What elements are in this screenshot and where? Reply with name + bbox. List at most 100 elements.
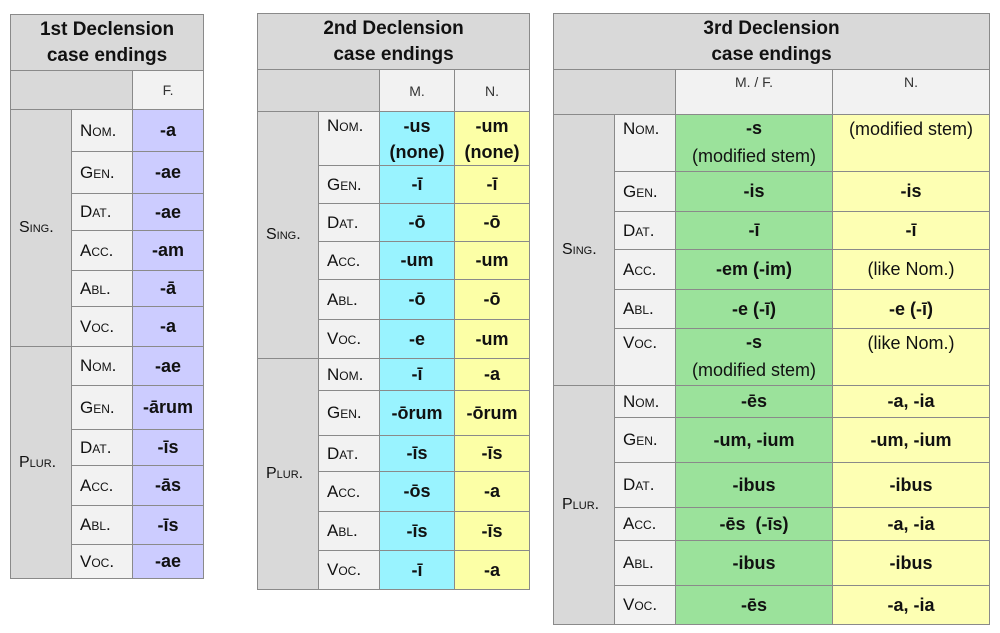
ending-cell: -ō [453,279,531,320]
case-label: Abl. [71,270,133,307]
case-label: Abl. [614,540,676,586]
case-label: Acc. [71,230,133,271]
case-label: Voc. [614,328,676,386]
second-declension-table: 2nd Declension case endings M. N. Sing. N… [256,13,531,590]
group-plural: Plur. [553,385,615,625]
ending-cell: -ō [379,203,455,242]
table-title: 1st Declension case endings [9,14,205,71]
ending-cell: -um [379,241,455,280]
ending-cell: (like Nom.) [831,249,991,290]
ending-cell: (like Nom.) [831,328,991,386]
case-label: Nom. [71,109,133,152]
ending-cell: -ae [131,151,205,194]
ending-cell: -um [453,319,531,359]
ending-cell: -ibus [675,462,833,508]
case-label: Gen. [614,417,676,463]
group-plural: Plur. [257,358,319,590]
ending-cell: -um, -ium [831,417,991,463]
table-title: 2nd Declension case endings [256,13,531,70]
ending-cell: -ae [131,544,205,579]
ending-cell: -ae [131,346,205,386]
title-line-1: 1st Declension [39,18,175,40]
ending-cell: -ō [453,203,531,242]
case-label: Gen. [318,390,380,436]
col-header-neuter: N. [453,69,531,112]
ending-line: (none) [464,141,520,162]
ending-cell: -ī [379,358,455,391]
ending-cell: -īs [379,435,455,472]
case-label: Dat. [71,429,133,466]
case-label: Abl. [71,505,133,545]
case-label: Acc. [318,471,380,512]
ending-cell: -ēs [675,385,833,418]
case-label: Nom. [318,111,380,166]
ending-line: -s [745,118,762,138]
ending-cell: -is [831,171,991,212]
case-label: Voc. [318,550,380,590]
ending-cell: -ī [379,550,455,590]
ending-cell: -a [453,471,531,512]
case-label: Dat. [318,203,380,242]
ending-line: -um [475,115,509,136]
ending-cell: -us (none) [379,111,455,166]
case-label: Gen. [71,385,133,430]
case-label: Acc. [318,241,380,280]
ending-cell: -e [379,319,455,359]
case-label: Nom. [614,114,676,172]
ending-cell: -ī [379,165,455,204]
ending-cell: -īs [379,511,455,551]
header-blank [257,69,380,112]
case-label: Acc. [71,465,133,506]
ending-cell: -ī [831,211,991,250]
case-label: Dat. [614,211,676,250]
ending-cell: -ae [131,193,205,231]
title-line-2: case endings [333,43,454,65]
title-line-2: case endings [46,44,168,66]
table-title: 3rd Declension case endings [552,13,991,70]
ending-cell: -um [453,241,531,280]
ending-cell: -ōrum [453,390,531,436]
group-singular: Sing. [257,111,319,359]
ending-cell: -s (modified stem) [675,328,833,386]
title-line-2: case endings [711,43,832,65]
ending-line: (modified stem) [691,146,817,166]
ending-cell: -is [675,171,833,212]
case-label: Gen. [318,165,380,204]
ending-line: (modified stem) [691,360,817,380]
col-header-neuter: N. [831,69,991,115]
ending-cell: -a, -ia [831,585,991,625]
first-declension-table: 1st Declension case endings F. Sing. Nom.… [9,14,205,579]
ending-cell: -ās [131,465,205,506]
case-label: Voc. [318,319,380,359]
ending-cell: -ā [131,270,205,307]
col-header-masculine: M. [379,69,455,112]
ending-cell: -e (-ī) [831,289,991,329]
header-blank [10,70,133,110]
ending-cell: -ōrum [379,390,455,436]
title-line-1: 3rd Declension [703,17,840,39]
col-header-masc-fem: M. / F. [675,69,833,115]
case-label: Gen. [71,151,133,194]
ending-cell: -īs [131,429,205,466]
case-label: Acc. [614,249,676,290]
ending-cell: -a [131,306,205,347]
ending-cell: -ōs [379,471,455,512]
group-singular: Sing. [10,109,72,347]
case-label: Abl. [318,279,380,320]
ending-cell: -ēs [675,585,833,625]
case-label: Abl. [614,289,676,329]
group-singular: Sing. [553,114,615,386]
case-label: Dat. [71,193,133,231]
ending-cell: -a [453,550,531,590]
ending-cell: -em (-im) [675,249,833,290]
ending-cell: -ibus [675,540,833,586]
ending-line: (none) [389,141,445,162]
ending-cell: -ārum [131,385,205,430]
header-blank [553,69,676,115]
title-line-1: 2nd Declension [323,17,464,39]
case-label: Nom. [318,358,380,391]
ending-cell: -ī [675,211,833,250]
third-declension-table: 3rd Declension case endings M. / F. N. Si… [552,13,991,625]
ending-cell: -ibus [831,462,991,508]
ending-cell: -e (-ī) [675,289,833,329]
